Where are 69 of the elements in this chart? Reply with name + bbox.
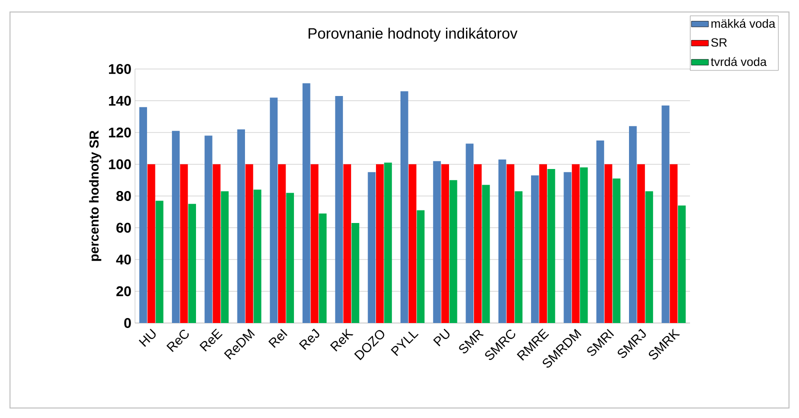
bar [604, 164, 612, 323]
x-tick-label: ReI [268, 328, 288, 348]
y-tick-label: 20 [116, 286, 131, 296]
bar [596, 140, 604, 323]
bar [204, 136, 212, 323]
y-axis-title: percento hodnoty SR [89, 130, 102, 261]
bar [180, 164, 188, 323]
bar [384, 162, 392, 323]
y-tick-label: 160 [108, 64, 131, 74]
bar [147, 164, 156, 323]
bar [498, 159, 506, 323]
bar [270, 98, 278, 323]
bar [139, 107, 148, 323]
bar [539, 164, 547, 323]
bar [645, 191, 654, 323]
bar [482, 184, 490, 323]
bar [254, 190, 262, 323]
legend-label: tvrdá voda [710, 57, 767, 66]
bar [466, 144, 474, 323]
bar [408, 164, 416, 323]
bar [514, 191, 522, 323]
bar [237, 129, 245, 323]
y-tick-label: 140 [108, 96, 131, 106]
bar [212, 164, 220, 323]
bar [376, 164, 384, 323]
bar [531, 175, 539, 323]
bar [433, 161, 441, 323]
bar [506, 164, 514, 323]
bar [629, 126, 637, 323]
bar [670, 164, 678, 323]
bar [310, 164, 318, 323]
bar [245, 164, 254, 323]
bar [400, 91, 408, 323]
bar [572, 164, 580, 323]
bar [286, 192, 294, 323]
x-tick-label: ReJ [298, 328, 320, 350]
bar [220, 191, 229, 323]
bar [547, 169, 556, 323]
bar [343, 164, 352, 323]
bar [580, 167, 588, 323]
legend-label: mäkká voda [711, 18, 776, 28]
y-tick-label: 60 [116, 222, 131, 233]
bar [662, 106, 670, 323]
chart-title: Porovnanie hodnoty indikátorov [308, 28, 518, 42]
bar [474, 164, 482, 323]
bar [368, 172, 376, 323]
bar [156, 200, 164, 323]
bar [416, 210, 425, 323]
bar [318, 213, 327, 323]
y-tick-label: 0 [124, 318, 131, 328]
bar [335, 96, 343, 323]
bar [449, 180, 458, 323]
y-tick-label: 120 [108, 128, 131, 138]
bar [302, 83, 310, 323]
bar [612, 178, 620, 323]
legend-label: SR [711, 38, 727, 47]
bar [678, 206, 686, 323]
bar [278, 164, 286, 323]
bar [172, 130, 180, 323]
bar [188, 204, 196, 323]
x-tick-label: HU [138, 328, 156, 347]
bar [637, 164, 645, 323]
bar [351, 222, 360, 323]
y-tick-label: 100 [108, 159, 131, 170]
y-tick-label: 40 [116, 254, 131, 264]
y-tick-label: 80 [116, 191, 131, 201]
bar [564, 172, 572, 323]
bar [441, 164, 450, 323]
x-tick-label: PU [433, 328, 450, 346]
